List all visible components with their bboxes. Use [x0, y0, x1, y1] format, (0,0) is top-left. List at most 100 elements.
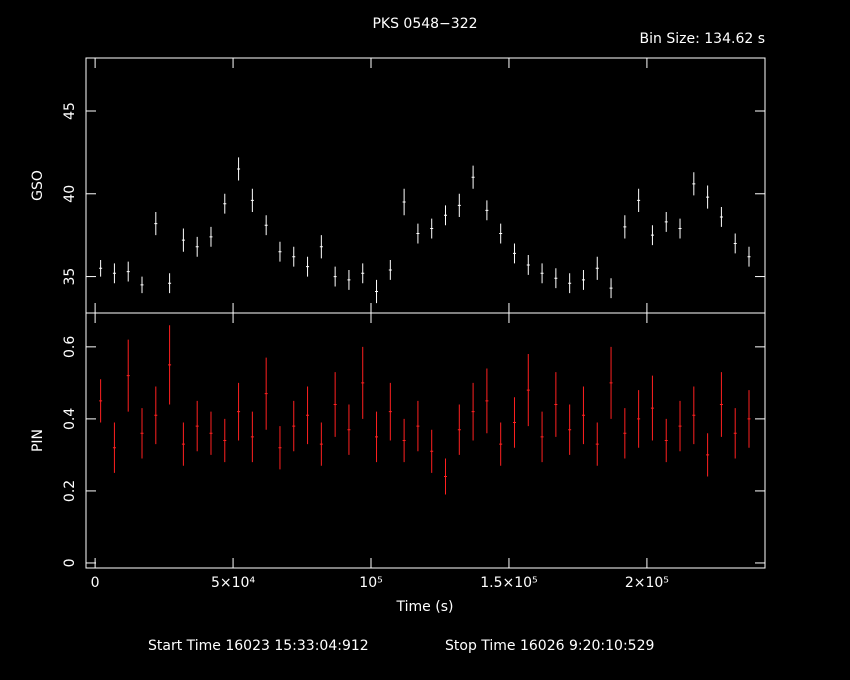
error-bar [637, 188, 641, 212]
error-bar [554, 268, 558, 289]
y-tick-label: 0.4 [62, 408, 78, 430]
error-bar [430, 218, 434, 239]
error-bar [99, 379, 103, 423]
error-bar [692, 386, 696, 445]
error-bar [706, 433, 710, 477]
stop-time: Stop Time 16026 9:20:10:529 [445, 638, 654, 654]
error-bar [223, 418, 227, 463]
pin-frame [85, 312, 766, 569]
error-bar [747, 246, 751, 267]
error-bar [733, 233, 737, 254]
error-bar [388, 382, 392, 441]
error-bar [485, 368, 489, 434]
y-axis-label: GSO [30, 170, 46, 201]
error-bar [209, 411, 213, 455]
error-bar [333, 372, 337, 437]
error-bar [126, 261, 130, 282]
error-bar [499, 223, 503, 244]
error-bar [223, 193, 227, 214]
error-bar [140, 408, 144, 459]
error-bar [609, 278, 613, 299]
error-bar [264, 357, 268, 430]
error-bar [678, 400, 682, 452]
x-tick-label: 0 [91, 575, 100, 591]
error-bar [485, 200, 489, 221]
y-tick-label: 35 [62, 268, 78, 286]
error-bar [416, 400, 420, 452]
error-bar [292, 246, 296, 267]
error-bar [623, 408, 627, 459]
error-bar [595, 256, 599, 280]
y-tick-label: 0 [62, 558, 78, 567]
gso-frame [85, 57, 766, 314]
error-bar [526, 255, 530, 275]
error-bar [706, 185, 710, 209]
error-bar [181, 228, 185, 252]
error-bar [512, 397, 516, 448]
error-bar [347, 269, 351, 290]
start-time: Start Time 16023 15:33:04:912 [148, 638, 369, 654]
error-bar [430, 429, 434, 473]
error-bar [733, 408, 737, 459]
x-tick-label: 10⁵ [359, 575, 382, 591]
chart-title: PKS 0548−322 [372, 16, 477, 32]
error-bar [692, 172, 696, 196]
error-bar [361, 346, 365, 419]
error-bar [444, 205, 448, 226]
x-tick-label: 5×10⁴ [211, 575, 255, 591]
x-tick-label: 1.5×10⁵ [480, 575, 537, 591]
error-bar [278, 426, 282, 470]
error-bar [99, 260, 103, 277]
error-bar [333, 266, 337, 287]
error-bar [581, 386, 585, 445]
error-bar [306, 256, 310, 277]
error-bar [637, 390, 641, 448]
error-bar [719, 372, 723, 437]
error-bar [154, 386, 158, 445]
error-bar [209, 226, 213, 247]
error-bar [402, 188, 406, 216]
error-bar [540, 411, 544, 463]
error-bar [416, 223, 420, 244]
error-bar [250, 188, 254, 212]
y-tick-label: 0.6 [62, 336, 78, 358]
error-bar [181, 422, 185, 466]
error-bar [361, 263, 365, 284]
error-bar [444, 458, 448, 495]
error-bar [112, 263, 116, 284]
error-bar [250, 411, 254, 463]
error-bar [292, 400, 296, 452]
x-tick-label: 2×10⁵ [625, 575, 669, 591]
y-tick-label: 40 [62, 185, 78, 203]
error-bar [375, 279, 379, 304]
error-bar [719, 207, 723, 227]
y-axis-label: PIN [30, 429, 46, 452]
error-bar [195, 400, 199, 452]
error-bar [347, 404, 351, 455]
error-bar [402, 418, 406, 463]
bin-size: Bin Size: 134.62 s [640, 31, 765, 47]
error-bar [154, 211, 158, 236]
error-bar [457, 193, 461, 217]
y-tick-label: 45 [62, 102, 78, 120]
error-bar [747, 390, 751, 448]
error-bar [140, 276, 144, 294]
error-bar [650, 375, 654, 441]
error-bar [568, 273, 572, 294]
error-bar [375, 411, 379, 463]
error-bar [168, 273, 172, 294]
error-bar [237, 382, 241, 441]
error-bar [264, 215, 268, 236]
error-bar [512, 243, 516, 264]
error-bar [237, 157, 241, 181]
error-bar [568, 404, 572, 455]
error-bar [678, 218, 682, 239]
x-axis-label: Time (s) [396, 599, 454, 615]
error-bar [595, 422, 599, 466]
error-bar [457, 404, 461, 455]
error-bar [319, 422, 323, 466]
error-bar [499, 422, 503, 466]
error-bar [540, 263, 544, 284]
error-bar [306, 386, 310, 445]
